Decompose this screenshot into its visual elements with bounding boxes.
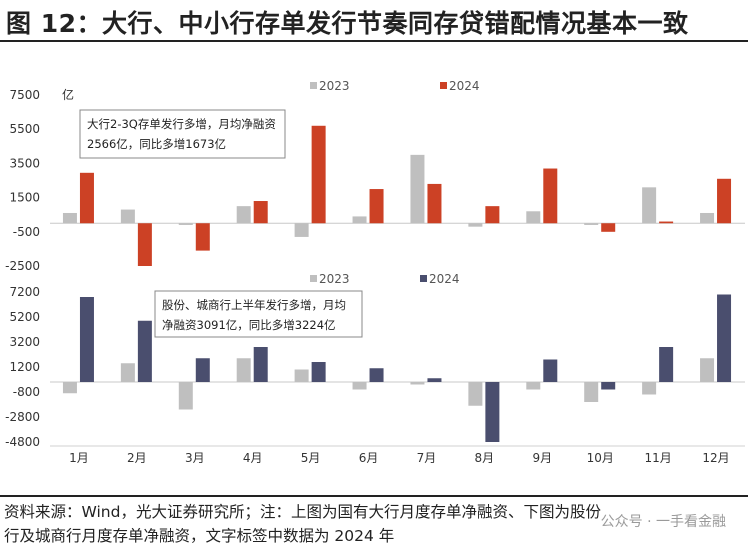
bar-2-2023-8 bbox=[468, 382, 483, 406]
bar-chart: 7500 5500 3500 1500 -500 -2500 亿 2023 2024 大行2-3Q… bbox=[5, 79, 745, 465]
bar-2-2024-1 bbox=[79, 297, 94, 382]
bar-2-2024-5 bbox=[311, 362, 326, 382]
bar-1-2023-6 bbox=[352, 216, 367, 224]
bar-2-2024-9 bbox=[543, 359, 558, 382]
bar-1-2023-2 bbox=[120, 209, 135, 224]
y-tick-label-1-1: 5500 bbox=[9, 122, 40, 136]
legend-swatch-2023-1 bbox=[310, 82, 317, 89]
y-tick-label-1-4: -500 bbox=[13, 225, 40, 239]
bar-2-2024-8 bbox=[485, 382, 500, 442]
bar-1-2023-5 bbox=[294, 223, 309, 237]
y-tick-label-2-2: 3200 bbox=[9, 335, 40, 349]
source-note: 资料来源：Wind，光大证券研究所；注：上图为国有大行月度存单净融资、下图为股份… bbox=[4, 500, 744, 548]
x-tick-label-6: 6月 bbox=[359, 451, 379, 465]
bar-2-2024-11 bbox=[659, 347, 674, 382]
source-rule bbox=[0, 495, 748, 497]
bar-1-2023-7 bbox=[410, 154, 425, 224]
x-tick-label-7: 7月 bbox=[417, 451, 437, 465]
bar-1-2023-4 bbox=[236, 206, 251, 224]
bar-1-2024-4 bbox=[253, 201, 268, 224]
legend-swatch-2024-1 bbox=[440, 82, 447, 89]
bar-2-2023-4 bbox=[236, 358, 251, 382]
x-tick-label-5: 5月 bbox=[301, 451, 321, 465]
bar-2-2024-12 bbox=[717, 294, 732, 382]
annotation-box-2 bbox=[154, 290, 363, 338]
bar-2-2024-6 bbox=[369, 368, 384, 382]
bar-1-2024-3 bbox=[195, 223, 210, 251]
y-unit-label: 亿 bbox=[62, 87, 74, 102]
x-tick-label-1: 1月 bbox=[69, 451, 89, 465]
bar-1-2023-1 bbox=[62, 212, 77, 224]
x-tick-label-2: 2月 bbox=[127, 451, 147, 465]
annotation-box-1 bbox=[79, 109, 286, 159]
bar-2-2023-2 bbox=[120, 363, 135, 382]
legend-label-2023-2: 2023 bbox=[319, 272, 350, 286]
y-tick-label-2-3: 1200 bbox=[9, 360, 40, 374]
x-tick-label-4: 4月 bbox=[243, 451, 263, 465]
x-tick-label-3: 3月 bbox=[185, 451, 205, 465]
legend-label-2024-2: 2024 bbox=[429, 272, 460, 286]
y-tick-label-2-1: 5200 bbox=[9, 310, 40, 324]
source-line-1: 资料来源：Wind，光大证券研究所；注：上图为国有大行月度存单净融资、下图为股份 bbox=[4, 503, 601, 521]
bar-2-2023-7 bbox=[410, 382, 425, 385]
figure-title: 图 12：大行、中小行存单发行节奏同存贷错配情况基本一致 bbox=[6, 9, 689, 38]
bar-1-2023-8 bbox=[468, 223, 483, 227]
bar-1-2024-2 bbox=[137, 223, 152, 266]
bar-1-2024-11 bbox=[659, 221, 674, 224]
x-tick-label-8: 8月 bbox=[475, 451, 495, 465]
y-tick-label-2-0: 7200 bbox=[9, 285, 40, 299]
bar-2-2024-10 bbox=[601, 382, 616, 390]
x-tick-label-10: 10月 bbox=[587, 451, 614, 465]
bar-1-2024-1 bbox=[79, 172, 94, 224]
y-tick-label-2-5: -2800 bbox=[5, 410, 40, 424]
watermark: 公众号 · 一手看金融 bbox=[600, 514, 726, 530]
bar-1-2024-6 bbox=[369, 189, 384, 224]
legend-label-2024-1: 2024 bbox=[449, 79, 480, 93]
legend-label-2023-1: 2023 bbox=[319, 79, 350, 93]
x-tick-label-9: 9月 bbox=[532, 451, 552, 465]
bar-2-2023-11 bbox=[642, 382, 657, 395]
bar-1-2024-12 bbox=[717, 178, 732, 224]
bar-2-2024-4 bbox=[253, 347, 268, 382]
bar-1-2024-5 bbox=[311, 125, 326, 224]
bar-2-2023-10 bbox=[584, 382, 599, 402]
bar-1-2023-12 bbox=[700, 212, 715, 224]
annotation-text-2-1: 股份、城商行上半年发行多增，月均 bbox=[162, 298, 346, 312]
x-tick-label-12: 12月 bbox=[702, 451, 729, 465]
y-tick-label-2-6: -4800 bbox=[5, 435, 40, 449]
bar-1-2024-9 bbox=[543, 168, 558, 224]
annotation-text-1-2: 2566亿，同比多增1673亿 bbox=[87, 137, 226, 151]
source-line-2: 行及城商行月度存单净融资，文字标签中数据为 2024 年 bbox=[4, 527, 395, 545]
bar-2-2024-3 bbox=[195, 358, 210, 382]
bar-1-2024-7 bbox=[427, 183, 442, 224]
bar-1-2023-3 bbox=[178, 223, 193, 225]
bar-2-2023-6 bbox=[352, 382, 367, 390]
title-rule bbox=[0, 40, 748, 42]
bar-2-2023-1 bbox=[62, 382, 77, 394]
bar-2-2024-2 bbox=[137, 320, 152, 382]
y-tick-label-1-2: 3500 bbox=[9, 156, 40, 170]
y-tick-label-1-5: -2500 bbox=[5, 259, 40, 273]
bar-2-2023-5 bbox=[294, 369, 309, 382]
bar-1-2023-9 bbox=[526, 211, 541, 224]
legend-swatch-2024-2 bbox=[420, 275, 427, 282]
y-tick-label-2-4: -800 bbox=[13, 385, 40, 399]
bar-1-2024-8 bbox=[485, 206, 500, 224]
y-tick-label-1-0: 7500 bbox=[9, 88, 40, 102]
x-tick-label-11: 11月 bbox=[644, 451, 671, 465]
annotation-text-1-1: 大行2-3Q存单发行多增，月均净融资 bbox=[87, 117, 276, 131]
bar-2-2023-3 bbox=[178, 382, 193, 410]
bar-1-2023-10 bbox=[584, 223, 599, 225]
bar-2-2024-7 bbox=[427, 378, 442, 382]
bar-2-2023-9 bbox=[526, 382, 541, 390]
bar-1-2024-10 bbox=[601, 223, 616, 232]
bar-2-2023-12 bbox=[700, 358, 715, 382]
bar-1-2023-11 bbox=[642, 187, 657, 224]
annotation-text-2-2: 净融资3091亿，同比多增3224亿 bbox=[162, 318, 336, 332]
y-tick-label-1-3: 1500 bbox=[9, 191, 40, 205]
legend-swatch-2023-2 bbox=[310, 275, 317, 282]
